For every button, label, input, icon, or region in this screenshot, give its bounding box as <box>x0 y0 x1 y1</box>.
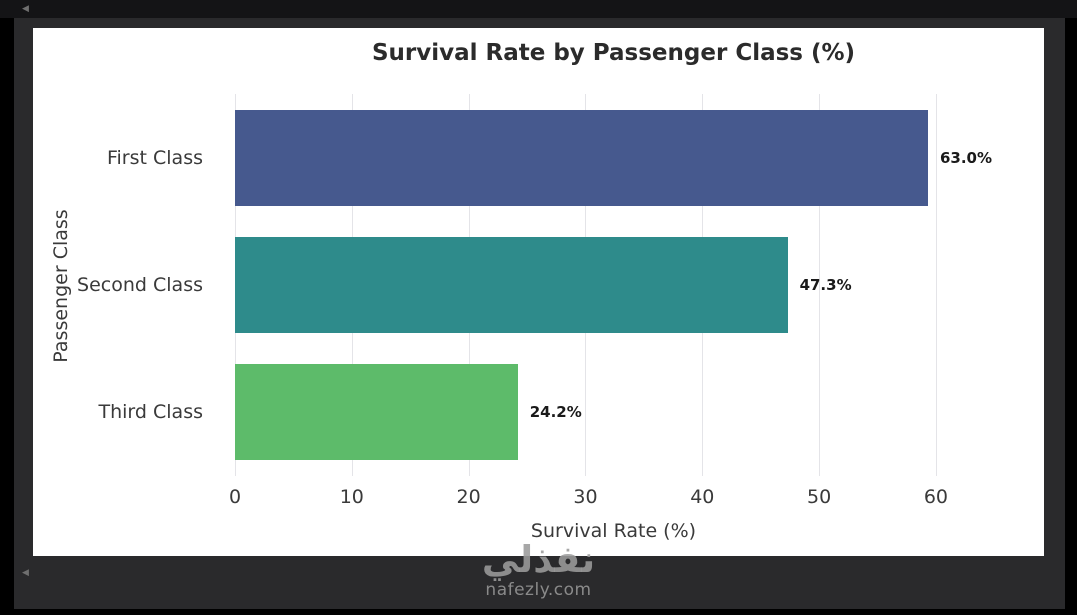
category-label: Second Class <box>77 273 203 296</box>
category-label: First Class <box>106 146 203 169</box>
x-tick-label: 50 <box>807 486 832 508</box>
gridline <box>935 94 937 476</box>
plot-area: 63.0% 47.3% 24.2% <box>235 94 992 476</box>
chart-title: Survival Rate by Passenger Class (%) <box>371 40 856 66</box>
watermark: نفذلي nafezly.com <box>0 536 1077 600</box>
gridline <box>819 94 821 476</box>
chart-card: Survival Rate by Passenger Class (%) Pas… <box>33 28 1044 556</box>
x-tick-label: 0 <box>228 486 242 508</box>
x-tick-label: 20 <box>456 486 481 508</box>
bar-value-label: 63.0% <box>939 148 992 167</box>
watermark-domain-text: nafezly.com <box>485 580 592 601</box>
x-tick-label: 10 <box>339 486 364 508</box>
x-tick-label: 30 <box>573 486 598 508</box>
bar-3 <box>235 364 518 461</box>
bar-rows: 63.0% 47.3% 24.2% <box>235 94 992 476</box>
collapse-left-bottom-icon[interactable]: ◀ <box>22 568 29 578</box>
collapse-left-top-icon[interactable]: ◀ <box>22 4 29 14</box>
bar-1 <box>235 109 928 206</box>
category-labels: First Class Second Class Third Class <box>33 94 219 476</box>
bar-row: 47.3% <box>235 221 992 348</box>
bar-value-label: 24.2% <box>529 403 582 422</box>
bar-value-label: 47.3% <box>799 275 852 294</box>
top-bar <box>0 0 1077 18</box>
x-ticks: 0 10 20 30 40 50 60 <box>229 486 992 512</box>
bar-row: 63.0% <box>235 94 992 221</box>
bar-2 <box>235 236 788 333</box>
category-label: Third Class <box>98 401 204 424</box>
watermark-arabic-text: نفذلي <box>481 538 596 581</box>
x-tick-label: 60 <box>923 486 949 508</box>
bar-row: 24.2% <box>235 349 992 476</box>
x-axis-title: Survival Rate (%) <box>530 520 697 542</box>
x-tick-label: 40 <box>690 486 715 508</box>
